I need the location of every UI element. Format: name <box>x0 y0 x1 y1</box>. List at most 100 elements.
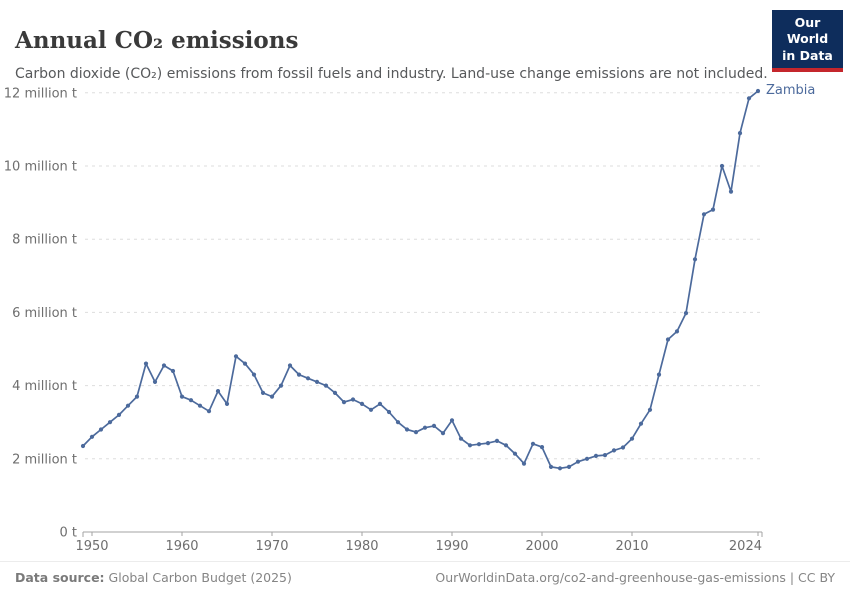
data-point-marker[interactable] <box>386 409 392 415</box>
data-point-marker[interactable] <box>89 434 95 439</box>
data-point-marker[interactable] <box>692 257 698 262</box>
data-point-marker[interactable] <box>458 436 464 441</box>
data-point-marker[interactable] <box>710 207 716 212</box>
data-point-marker[interactable] <box>134 394 140 399</box>
data-point-marker[interactable] <box>494 438 500 443</box>
y-axis-tick-label: 10 million t <box>4 160 77 175</box>
data-point-marker[interactable] <box>125 403 131 408</box>
data-point-marker[interactable] <box>323 383 329 388</box>
data-point-marker[interactable] <box>224 401 230 406</box>
owid-logo-line2: in Data <box>782 47 833 63</box>
data-point-marker[interactable] <box>539 445 545 450</box>
data-point-marker[interactable] <box>98 427 104 432</box>
data-point-marker[interactable] <box>251 372 257 377</box>
data-point-marker[interactable] <box>737 131 743 136</box>
data-point-marker[interactable] <box>503 443 509 448</box>
data-point-marker[interactable] <box>584 456 590 461</box>
data-point-marker[interactable] <box>179 394 185 399</box>
data-point-marker[interactable] <box>287 363 293 368</box>
data-source-note: Data source: Global Carbon Budget (2025) <box>15 570 292 585</box>
data-point-marker[interactable] <box>593 453 599 458</box>
data-point-marker[interactable] <box>314 379 320 384</box>
data-point-marker[interactable] <box>260 390 266 395</box>
data-point-marker[interactable] <box>242 361 248 366</box>
data-point-marker[interactable] <box>233 354 239 359</box>
data-point-marker[interactable] <box>611 448 617 453</box>
data-point-marker[interactable] <box>377 401 383 406</box>
data-point-marker[interactable] <box>728 189 734 194</box>
data-point-marker[interactable] <box>395 420 401 425</box>
data-point-marker[interactable] <box>656 372 662 377</box>
chart-title: Annual CO₂ emissions <box>15 27 299 55</box>
data-point-marker[interactable] <box>332 390 338 395</box>
data-point-marker[interactable] <box>629 436 635 441</box>
chart-footer: Data source: Global Carbon Budget (2025)… <box>0 561 850 585</box>
data-point-marker[interactable] <box>269 394 275 399</box>
data-point-marker[interactable] <box>638 421 644 426</box>
x-axis-tick-label: 2010 <box>615 539 648 554</box>
data-point-marker[interactable] <box>755 88 761 94</box>
y-axis-tick-label: 12 million t <box>4 86 77 101</box>
data-point-marker[interactable] <box>485 441 491 446</box>
data-point-marker[interactable] <box>530 441 536 446</box>
data-point-marker[interactable] <box>368 407 374 412</box>
data-point-marker[interactable] <box>107 420 113 425</box>
data-point-marker[interactable] <box>80 443 86 449</box>
emissions-line[interactable] <box>82 90 759 470</box>
data-point-marker[interactable] <box>197 403 203 408</box>
canonical-link[interactable]: OurWorldinData.org/co2-and-greenhouse-ga… <box>435 570 835 585</box>
data-point-marker[interactable] <box>566 464 572 469</box>
data-point-marker[interactable] <box>521 461 527 466</box>
data-point-marker[interactable] <box>719 163 725 169</box>
data-source-text: Global Carbon Budget (2025) <box>104 570 292 585</box>
data-source-label: Data source: <box>15 570 105 585</box>
owid-logo-line1: Our World <box>786 15 829 47</box>
x-axis-tick-label: 1980 <box>345 539 378 554</box>
data-point-marker[interactable] <box>350 397 356 402</box>
data-point-marker[interactable] <box>206 409 212 414</box>
data-point-marker[interactable] <box>575 459 581 464</box>
data-point-marker[interactable] <box>152 379 158 384</box>
data-point-marker[interactable] <box>404 427 410 432</box>
chart-subtitle: Carbon dioxide (CO₂) emissions from foss… <box>15 66 768 82</box>
data-point-marker[interactable] <box>305 376 311 381</box>
data-point-marker[interactable] <box>188 398 194 403</box>
x-axis-tick-label: 1950 <box>75 539 108 554</box>
x-axis-tick-label: 1960 <box>165 539 198 554</box>
data-point-marker[interactable] <box>602 453 608 458</box>
x-axis-tick-label: 2000 <box>525 539 558 554</box>
data-point-marker[interactable] <box>161 363 167 368</box>
data-point-marker[interactable] <box>620 445 626 450</box>
x-axis-tick-label: 2024 <box>729 539 762 554</box>
data-point-marker[interactable] <box>701 212 707 217</box>
data-point-marker[interactable] <box>116 412 122 417</box>
emissions-line-chart[interactable]: 0 t 2 million t 4 million t 6 million t 8 mi… <box>0 0 850 560</box>
series-label-zambia[interactable]: Zambia <box>766 82 816 98</box>
data-point-marker[interactable] <box>449 418 455 423</box>
data-point-marker[interactable] <box>143 361 149 366</box>
y-axis-tick-label: 2 million t <box>12 452 77 467</box>
data-point-marker[interactable] <box>476 442 482 447</box>
data-point-marker[interactable] <box>557 466 563 471</box>
data-point-marker[interactable] <box>296 372 302 377</box>
data-point-marker[interactable] <box>431 423 437 428</box>
data-point-marker[interactable] <box>440 431 446 436</box>
data-point-marker[interactable] <box>278 383 284 388</box>
data-point-marker[interactable] <box>413 430 419 435</box>
data-point-marker[interactable] <box>665 337 671 342</box>
data-point-marker[interactable] <box>647 407 653 412</box>
owid-logo[interactable]: Our World in Data <box>772 10 843 72</box>
data-point-marker[interactable] <box>467 443 473 448</box>
data-point-marker[interactable] <box>170 368 176 374</box>
data-point-marker[interactable] <box>674 329 680 334</box>
data-point-marker[interactable] <box>746 96 752 101</box>
data-point-marker[interactable] <box>422 425 428 430</box>
y-axis-tick-label: 4 million t <box>12 379 77 394</box>
data-point-marker[interactable] <box>359 401 365 406</box>
data-point-marker[interactable] <box>341 400 347 405</box>
data-point-marker[interactable] <box>683 311 689 316</box>
data-point-marker[interactable] <box>215 389 221 394</box>
data-point-marker[interactable] <box>548 464 554 469</box>
data-point-marker[interactable] <box>512 451 518 456</box>
